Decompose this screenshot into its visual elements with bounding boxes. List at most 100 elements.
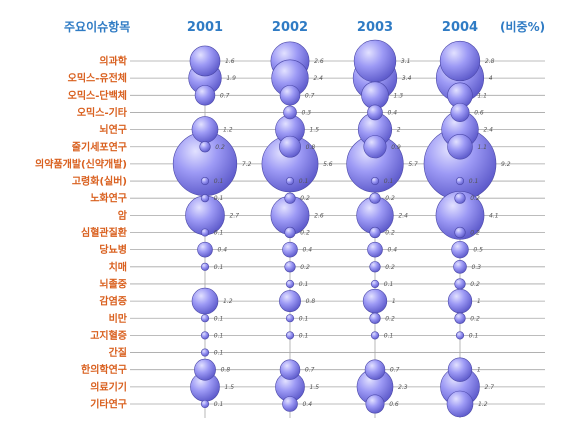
grid-lines [130,50,545,418]
value-label: 0.8 [221,367,231,374]
value-label: 0.1 [299,178,309,185]
value-label: 0.7 [305,367,315,374]
value-label: 2.7 [230,212,240,219]
category-label: 간질 [109,346,127,359]
value-label: 2.4 [398,212,408,219]
value-label: 2 [397,127,401,134]
bubble [200,314,210,323]
value-label: 1.9 [226,75,236,82]
value-label: 0.2 [470,230,480,237]
category-label: 뇌연구 [99,123,127,136]
bubble [454,192,466,204]
bubble [200,262,210,271]
bubble [279,290,301,313]
bubble [370,279,380,289]
value-label: 0.5 [473,247,483,254]
bubble [447,357,473,382]
value-label: 0.4 [218,247,228,254]
value-label: 1.1 [477,92,487,99]
value-label: 0.1 [214,315,224,322]
category-label: 의약품개발(신약개발) [35,157,127,170]
bubble [353,39,397,83]
value-label: 0.1 [214,264,224,271]
value-label: 2.8 [485,58,495,65]
value-label: 0.7 [220,92,230,99]
bubble [200,348,210,357]
bubble [284,261,296,273]
value-label: 0.3 [472,264,482,271]
category-label: 줄기세포연구 [72,140,127,153]
value-label: 0.1 [214,178,224,185]
value-label: 4.1 [489,212,499,219]
bubble [279,135,301,158]
value-label: 0.2 [300,195,310,202]
value-label: 4 [489,75,493,82]
value-label: 0.1 [469,178,479,185]
value-label: 0.6 [474,109,484,116]
value-label: 1.2 [478,401,488,408]
value-label: 0.4 [388,247,398,254]
category-label: 고령화(실버) [72,175,127,188]
value-label: 1.6 [225,58,235,65]
bubble [455,176,465,186]
bubble [447,134,473,160]
bubble [285,279,295,289]
value-label: 0.1 [214,350,224,357]
value-label: 3.1 [401,58,411,65]
category-label: 의과학 [99,55,127,68]
value-label: 0.2 [385,195,395,202]
bubble [279,85,301,106]
bubble [284,226,296,239]
category-label: 오믹스-유전체 [68,72,127,85]
value-label: 0.1 [469,332,479,339]
value-label: 0.8 [306,144,316,151]
value-label: 0.4 [303,247,313,254]
value-label: 0.8 [306,298,316,305]
bubble [285,331,295,340]
value-label: 2.6 [314,212,324,219]
bubble [363,135,387,159]
value-label: 0.2 [385,230,395,237]
bubble [285,176,295,186]
category-label: 심혈관질환 [81,226,128,239]
value-label: 0.4 [303,401,313,408]
bubble [200,228,210,237]
value-label: 0.2 [385,264,395,271]
category-label: 기타연구 [90,398,127,411]
bubble [194,85,216,106]
bubble [191,116,219,143]
bubble [454,226,466,239]
value-label: 0.2 [300,230,310,237]
category-label: 오믹스-단백체 [68,89,127,102]
year-label-2001: 2001 [187,20,223,35]
bubble [435,191,485,240]
value-label: 0.1 [214,195,224,202]
bubble [200,176,210,186]
bubble [453,259,467,274]
value-label: 1.2 [223,127,233,134]
year-labels: 2001 2002 2003 2004 [187,20,478,35]
bubble [189,45,221,77]
value-label: 0.2 [470,195,480,202]
value-label: 2.7 [485,384,495,391]
bubble [454,312,466,324]
value-label: 0.1 [214,332,224,339]
bubble [365,394,385,414]
value-label: 0.7 [305,92,315,99]
bubble [369,192,381,204]
bubble [369,226,381,239]
year-label-2004: 2004 [442,20,478,35]
category-labels: 의과학오믹스-유전체오믹스-단백체오믹스-기타뇌연구줄기세포연구의약품개발(신약… [35,55,128,411]
bubble [200,399,210,409]
bubble [454,278,466,290]
bubble [367,104,383,121]
value-label: 0.2 [300,264,310,271]
value-label: 3.4 [402,75,412,82]
bubble [369,261,381,273]
value-label: 1 [477,298,481,305]
bubble [191,287,219,315]
value-label: 2.6 [314,58,324,65]
value-label: 1.2 [223,298,233,305]
bubble [279,359,301,380]
